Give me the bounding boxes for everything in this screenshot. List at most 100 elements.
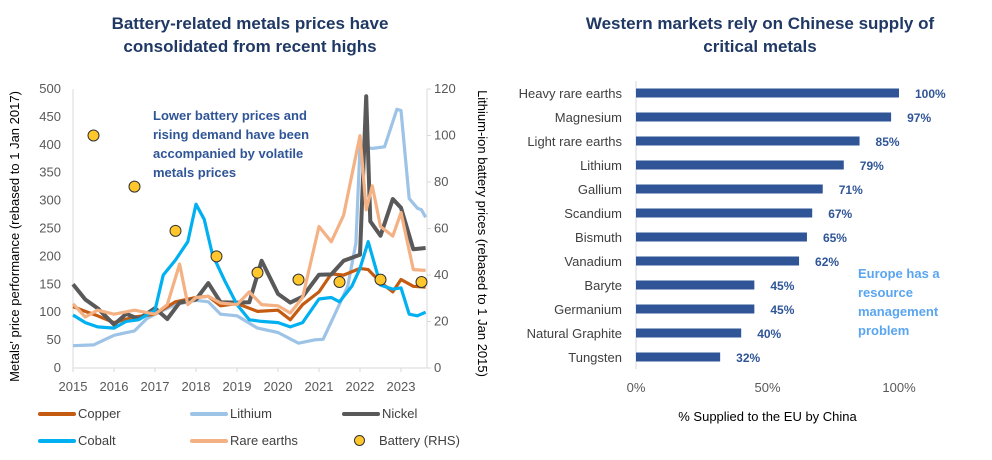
- bar: [636, 184, 823, 194]
- legend-item-rare-earths: Rare earths: [190, 433, 298, 448]
- bar: [636, 160, 844, 170]
- y-tick-label: 100: [39, 304, 61, 319]
- y-axis-title: Metals' price performance (rebased to 1 …: [7, 91, 22, 382]
- battery-point: [292, 273, 305, 286]
- legend-item-cobalt: Cobalt: [38, 433, 116, 448]
- bar: [636, 112, 892, 122]
- y-tick-label: 200: [39, 248, 61, 263]
- bar: [636, 88, 899, 98]
- legend-label: Battery (RHS): [379, 433, 460, 448]
- bar-x-axis-title: % Supplied to the EU by China: [678, 409, 857, 424]
- y-tick-label: 500: [39, 81, 61, 96]
- legend-label: Copper: [78, 406, 121, 421]
- x-tick-label: 2015: [59, 379, 88, 394]
- bar-category-label: Tungsten: [568, 350, 622, 365]
- x-tick-label: 2016: [100, 379, 129, 394]
- y-tick-label: 400: [39, 137, 61, 152]
- y-tick-label: 350: [39, 165, 61, 180]
- legend-item-battery-rhs: Battery (RHS): [342, 433, 460, 448]
- bar-value-label: 100%: [915, 87, 946, 101]
- series-line-rare-earths: [71, 134, 426, 319]
- legend-swatch-icon: [38, 411, 76, 416]
- x-tick-label: 2019: [223, 379, 252, 394]
- bar-category-label: Lithium: [580, 158, 622, 173]
- bar-category-label: Light rare earths: [527, 134, 622, 149]
- y2-tick-label: 0: [434, 360, 441, 375]
- bar-category-label: Vanadium: [564, 254, 622, 269]
- battery-point: [210, 250, 223, 263]
- bar: [636, 232, 807, 242]
- y2-tick-label: 80: [434, 174, 448, 189]
- legend-swatch-icon: [38, 438, 76, 443]
- bar-value-label: 45%: [770, 279, 794, 293]
- y2-tick-label: 20: [434, 314, 448, 329]
- legend-label: Rare earths: [230, 433, 298, 448]
- x-tick-label: 2018: [182, 379, 211, 394]
- bar-value-label: 85%: [876, 135, 900, 149]
- line-chart: 0 50 100 150 200 250 300 350 400 450 500 0 20 40 60 80 1…: [7, 81, 490, 394]
- legend-label: Nickel: [382, 406, 418, 421]
- bar-value-label: 40%: [757, 327, 781, 341]
- bar-value-label: 65%: [823, 231, 847, 245]
- y-tick-label: 250: [39, 221, 61, 236]
- bar-chart: Heavy rare earths 100% Magnesium 97% Light r…: [519, 81, 946, 424]
- bar: [636, 304, 755, 314]
- battery-point: [333, 275, 346, 288]
- x-tick-label: 2021: [305, 379, 334, 394]
- bar-category-label: Bismuth: [575, 230, 622, 245]
- y2-tick-label: 120: [434, 81, 456, 96]
- bar-value-label: 62%: [815, 255, 839, 269]
- bar-x-tick-label: 50%: [754, 380, 780, 395]
- battery-point: [169, 224, 182, 237]
- bar: [636, 328, 742, 338]
- bar-value-label: 67%: [828, 207, 852, 221]
- x-tick-label: 2023: [387, 379, 416, 394]
- bar-category-label: Scandium: [564, 206, 622, 221]
- bar-value-label: 32%: [736, 351, 760, 365]
- y-tick-label: 450: [39, 109, 61, 124]
- bar-value-label: 45%: [770, 303, 794, 317]
- legend-swatch-icon: [342, 411, 380, 416]
- battery-point: [251, 266, 264, 279]
- legend-item-copper: Copper: [38, 406, 121, 421]
- legend-item-nickel: Nickel: [342, 406, 417, 421]
- legend-item-lithium: Lithium: [190, 406, 272, 421]
- bar-value-label: 97%: [907, 111, 931, 125]
- legend-swatch-icon: [190, 411, 228, 416]
- right-annotation: Europe has a resource management problem: [858, 266, 940, 338]
- bar-x-tick-label: 100%: [882, 380, 916, 395]
- bar-category-label: Gallium: [578, 182, 622, 197]
- left-chart-title: Battery-related metals prices have conso…: [111, 14, 389, 56]
- bar-category-label: Germanium: [554, 302, 622, 317]
- bar-category-label: Magnesium: [555, 110, 622, 125]
- y-tick-label: 300: [39, 193, 61, 208]
- bar-value-label: 79%: [860, 159, 884, 173]
- left-annotation: Lower battery prices and rising demand h…: [153, 108, 310, 180]
- legend-label: Lithium: [230, 406, 272, 421]
- battery-point: [128, 180, 141, 193]
- bar-category-label: Heavy rare earths: [519, 86, 623, 101]
- y-tick-label: 0: [54, 360, 61, 375]
- battery-point: [374, 273, 387, 286]
- bar: [636, 256, 800, 266]
- y2-tick-label: 60: [434, 221, 448, 236]
- x-tick-label: 2022: [346, 379, 375, 394]
- bar: [636, 136, 860, 146]
- y-tick-label: 50: [47, 332, 61, 347]
- bar: [636, 208, 813, 218]
- series-line-nickel: [71, 94, 426, 327]
- y-tick-label: 150: [39, 276, 61, 291]
- bar-x-tick-label: 0%: [627, 380, 646, 395]
- y2-axis-title: Lithium-ion battery prices (rebased to 1…: [475, 90, 490, 377]
- bar: [636, 280, 755, 290]
- legend-swatch-icon: [190, 438, 228, 443]
- y2-tick-label: 100: [434, 128, 456, 143]
- legend-label: Cobalt: [78, 433, 116, 448]
- bar: [636, 352, 721, 362]
- series-line-lithium: [72, 107, 428, 348]
- bar-category-label: Natural Graphite: [527, 326, 622, 341]
- bar-value-label: 71%: [839, 183, 863, 197]
- x-tick-label: 2020: [264, 379, 293, 394]
- battery-point: [415, 275, 428, 288]
